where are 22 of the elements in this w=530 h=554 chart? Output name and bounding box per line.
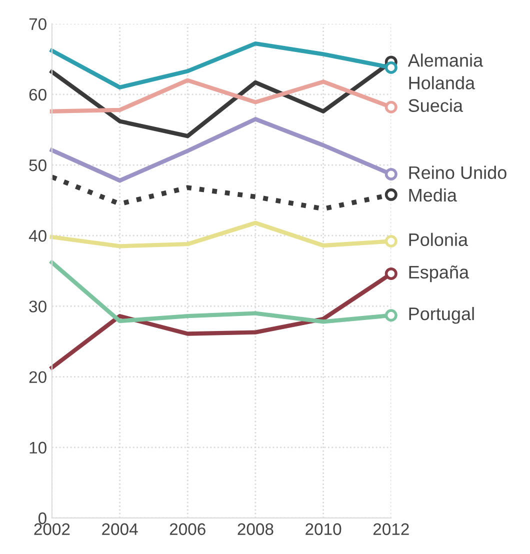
y-tick-label: 20	[29, 371, 46, 383]
series-label: Polonia	[409, 232, 468, 246]
series-label: Reino Unido	[409, 166, 506, 180]
y-tick-label: 40	[28, 230, 46, 242]
y-tick-label: 0	[38, 512, 46, 524]
series-label: Media	[409, 188, 457, 202]
series-label: Alemania	[408, 54, 484, 67]
series-label: España	[409, 265, 470, 282]
x-tick-label: 2012	[373, 523, 409, 536]
y-tick-label: 60	[29, 88, 46, 101]
x-tick-label: 2002	[34, 523, 70, 536]
y-tick-label: 70	[29, 18, 46, 30]
y-tick-label: 30	[29, 300, 46, 312]
x-tick-label: 2010	[306, 523, 342, 536]
x-tick-label: 2004	[102, 523, 138, 536]
series-label: Holanda	[409, 76, 476, 90]
series-label: Suecia	[408, 98, 464, 112]
y-tick-label: 50	[29, 159, 46, 172]
y-tick-label: 10	[30, 442, 46, 454]
x-tick-label: 2008	[238, 523, 274, 536]
series-label: Portugal	[409, 306, 474, 324]
x-tick-label: 2006	[170, 523, 206, 536]
